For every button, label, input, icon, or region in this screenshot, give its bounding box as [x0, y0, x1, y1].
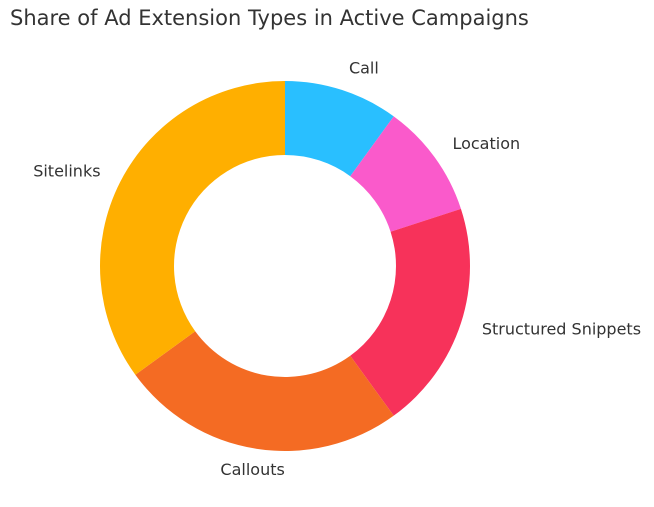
- label-callouts: Callouts: [220, 460, 284, 479]
- slice-sitelinks: [100, 81, 285, 375]
- slice-location: [350, 116, 461, 232]
- slice-structured-snippets: [350, 208, 470, 416]
- label-sitelinks: Sitelinks: [33, 162, 100, 181]
- label-structured-snippets: Structured Snippets: [482, 319, 641, 338]
- labels-group: Call Location Structured Snippets Callouts S…: [33, 59, 641, 479]
- slice-call: [285, 81, 394, 177]
- slices-group: [100, 81, 470, 451]
- slice-callouts: [135, 331, 394, 451]
- chart-title: Share of Ad Extension Types in Active Ca…: [10, 6, 529, 30]
- label-call: Call: [349, 59, 379, 78]
- label-location: Location: [452, 134, 520, 153]
